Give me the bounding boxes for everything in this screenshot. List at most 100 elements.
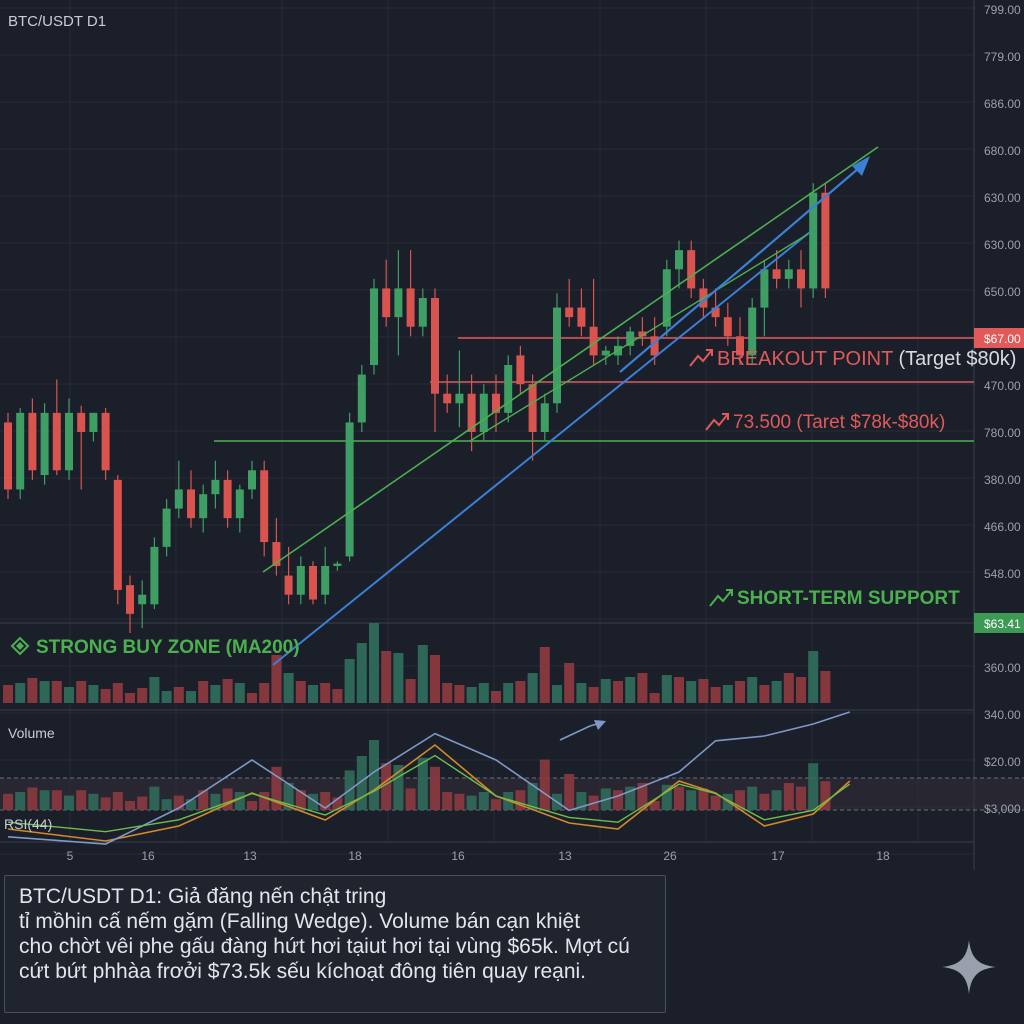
volume-bar <box>125 801 135 810</box>
volume-bar <box>271 655 282 703</box>
volume-bar <box>112 683 123 703</box>
annotation-buy-zone: STRONG BUY ZONE (MA200) <box>10 636 300 658</box>
candle-body <box>797 269 805 289</box>
candle-body <box>223 479 232 519</box>
volume-bar <box>747 786 758 810</box>
volume-bar <box>3 793 13 810</box>
volume-bar <box>332 689 343 703</box>
time-axis-label: 16 <box>141 849 155 863</box>
svg-text:73.500 (Taret $78k-$80k): 73.500 (Taret $78k-$80k) <box>733 412 945 433</box>
volume-bar <box>405 788 416 810</box>
commentary-line: cho chờt vêi phe gấu đàng hứt hơi tạiut … <box>19 935 630 958</box>
volume-bar <box>674 677 684 703</box>
volume-bar <box>149 786 160 810</box>
volume-bar <box>625 677 636 703</box>
candle-body <box>821 192 830 289</box>
time-axis-label: 13 <box>558 849 572 863</box>
volume-bar <box>356 643 367 703</box>
volume-bar <box>771 681 782 703</box>
volume-bar <box>88 793 99 810</box>
volume-bar <box>796 786 806 810</box>
volume-bar <box>759 793 770 810</box>
volume-bar <box>125 693 135 703</box>
price-chart[interactable]: BTC/USDT D1 799.00 779.00 686.00 680.00 630.… <box>0 0 1024 870</box>
volume-bar <box>39 790 50 810</box>
volume-bar <box>503 683 514 703</box>
candle-body <box>723 317 732 337</box>
volume-bar <box>271 766 282 810</box>
volume-bar <box>759 685 770 703</box>
volume-bar <box>613 790 623 810</box>
volume-bar <box>735 790 745 810</box>
volume-bar <box>588 687 599 703</box>
candle-body <box>235 489 244 519</box>
rsi-panel-label: RSI(44) <box>4 816 52 832</box>
volume-bar <box>613 681 623 703</box>
price-tag-green: $63.41 <box>974 613 1024 633</box>
candle-body <box>553 307 561 404</box>
candle-body <box>504 365 513 413</box>
volume-bar <box>173 795 184 810</box>
volume-bar <box>515 790 526 810</box>
candle-body <box>760 269 769 308</box>
volume-bar <box>710 687 721 703</box>
candlestick-series <box>4 183 830 633</box>
trendline-green-short <box>469 233 809 442</box>
volume-bar <box>576 792 587 810</box>
candle-body <box>662 269 671 327</box>
volume-bar <box>783 673 794 703</box>
volume-bar <box>112 792 123 810</box>
candle-body <box>565 307 574 318</box>
volume-bar <box>186 691 196 703</box>
candle-body <box>199 494 208 519</box>
volume-bar <box>454 685 465 703</box>
target-arrow-head <box>852 156 870 176</box>
candle-body <box>711 307 720 318</box>
volume-bar <box>3 685 13 703</box>
candle-body <box>272 542 281 566</box>
volume-bar <box>686 681 697 703</box>
commentary-line: cứt bứt phhàa frơởi $73.5k sếu kíchoạt đ… <box>19 960 586 983</box>
price-axis-label: 630.00 <box>984 238 1021 252</box>
volume-bar <box>771 790 782 810</box>
annotation-target: 73.500 (Taret $78k-$80k) <box>705 412 945 433</box>
price-axis-label: 686.00 <box>984 97 1021 111</box>
time-axis-label: 16 <box>451 849 465 863</box>
candle-body <box>321 566 330 595</box>
rsi-line <box>7 711 851 845</box>
volume-bar <box>491 691 501 703</box>
volume-bar <box>564 774 575 810</box>
price-axis-label: 680.00 <box>984 144 1021 158</box>
volume-bar <box>283 783 294 810</box>
volume-bar <box>27 678 38 703</box>
volume-bar <box>466 795 477 810</box>
candle-body <box>113 479 122 590</box>
candle-body <box>162 508 171 547</box>
candle-body <box>638 331 647 337</box>
volume-bar <box>735 681 745 703</box>
volume-bar <box>369 623 379 703</box>
price-axis-label: 470.00 <box>984 379 1021 393</box>
volume-bar <box>76 681 87 703</box>
price-axis-label: 360.00 <box>984 661 1021 675</box>
trend-up-icon <box>689 349 713 367</box>
volume-bar <box>259 683 270 703</box>
volume-bar <box>430 655 440 703</box>
volume-bar <box>88 685 99 703</box>
candle-body <box>406 288 415 327</box>
candle-body <box>784 269 793 279</box>
svg-text:$67.00: $67.00 <box>984 332 1021 346</box>
candle-body <box>150 546 159 605</box>
candle-body <box>333 563 342 566</box>
volume-bar <box>649 693 660 703</box>
volume-bar <box>308 685 318 703</box>
candle-body <box>492 393 500 413</box>
volume-bar <box>710 795 721 810</box>
candle-body <box>16 412 25 490</box>
volume-bar <box>661 675 672 703</box>
volume-bar <box>222 788 233 810</box>
volume-bar <box>698 679 709 703</box>
volume-bar <box>210 685 221 703</box>
volume-bar <box>198 681 209 703</box>
price-axis-label: 340.00 <box>984 708 1021 722</box>
